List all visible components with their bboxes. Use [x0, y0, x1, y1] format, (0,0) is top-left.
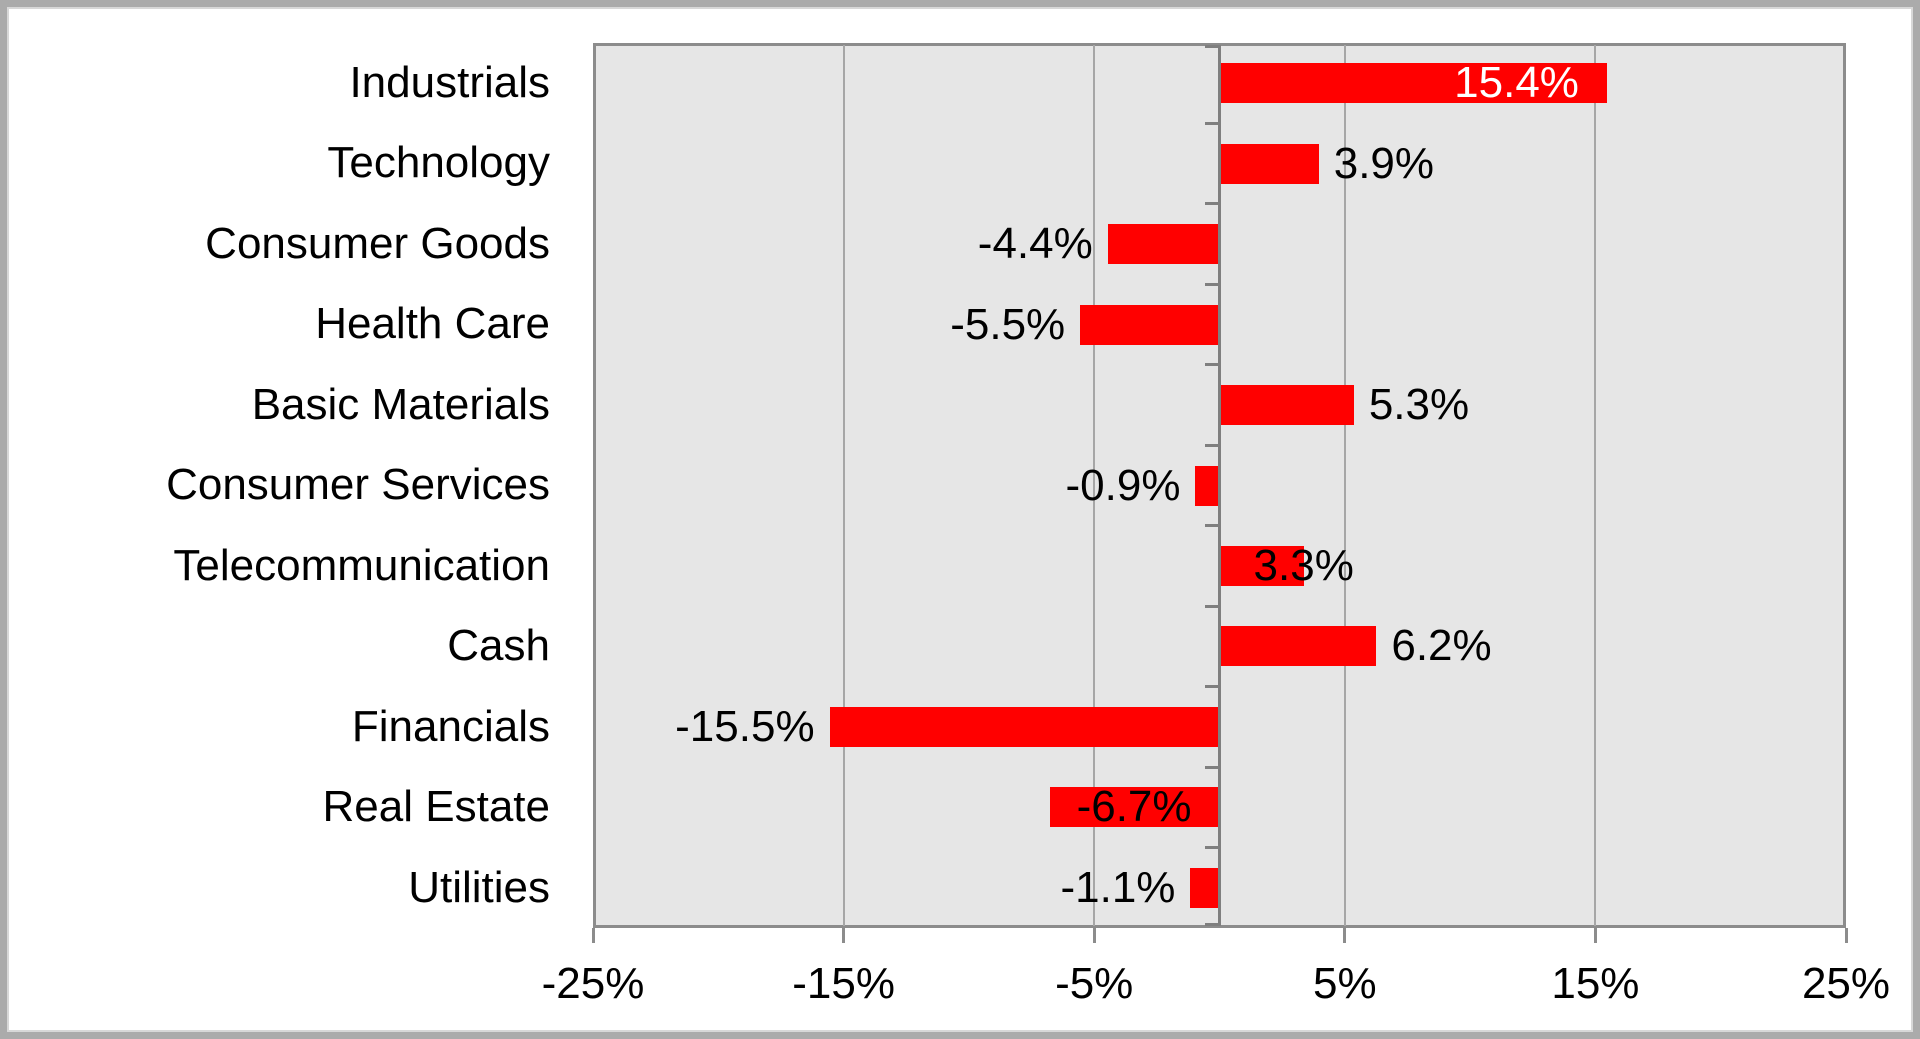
bar-real-estate	[1050, 787, 1218, 828]
bar-technology	[1221, 143, 1319, 184]
category-label-technology: Technology	[327, 138, 550, 188]
category-axis-tick	[1205, 604, 1218, 608]
bar-cash	[1221, 626, 1377, 667]
category-axis-tick	[1205, 524, 1218, 528]
data-label-financials: -15.5%	[675, 701, 815, 751]
bar-industrials	[1221, 63, 1607, 104]
category-axis-tick	[1205, 765, 1218, 769]
x-tick-label--5: -5%	[1055, 959, 1134, 1008]
gridline--5	[1093, 45, 1096, 926]
x-tick-label-5: 5%	[1313, 959, 1377, 1008]
category-axis-tick	[1205, 443, 1218, 447]
data-label-consumer-goods: -4.4%	[977, 219, 1093, 269]
x-tick-label-25: 25%	[1801, 959, 1891, 1008]
x-axis-tick--25	[591, 928, 595, 943]
category-axis-tick	[1205, 846, 1218, 850]
data-label-real-estate: -6.7%	[1076, 782, 1192, 832]
bar-consumer-goods	[1107, 224, 1218, 265]
category-label-industrials: Industrials	[349, 58, 550, 107]
category-label-health-care: Health Care	[315, 299, 550, 349]
gridline-5	[1343, 45, 1346, 926]
category-label-cash: Cash	[447, 621, 550, 671]
bar-health-care	[1080, 304, 1218, 345]
category-label-consumer-services: Consumer Services	[166, 460, 550, 510]
x-axis-tick-25	[1844, 928, 1848, 943]
bar-utilities	[1190, 867, 1218, 908]
x-axis-tick-15	[1593, 928, 1597, 943]
category-axis-tick	[1205, 363, 1218, 367]
category-label-financials: Financials	[351, 701, 550, 751]
data-label-telecommunication: 3.3%	[1253, 540, 1354, 590]
data-label-industrials: 15.4%	[1454, 58, 1579, 108]
category-label-telecommunication: Telecommunication	[173, 540, 550, 590]
zero-axis	[1218, 45, 1221, 926]
category-axis-tick	[1205, 685, 1218, 689]
data-label-utilities: -1.1%	[1060, 862, 1176, 912]
bar-basic-materials	[1221, 385, 1354, 426]
x-tick-label--25: -25%	[541, 959, 645, 1008]
category-label-basic-materials: Basic Materials	[251, 379, 550, 429]
gridline--15	[842, 45, 845, 926]
category-axis-tick	[1205, 282, 1218, 286]
category-label-real-estate: Real Estate	[322, 782, 550, 832]
data-label-cash: 6.2%	[1391, 621, 1492, 671]
bar-consumer-services	[1195, 465, 1218, 506]
data-label-technology: 3.9%	[1333, 138, 1435, 188]
category-axis-tick	[1205, 45, 1218, 48]
category-axis-tick	[1205, 923, 1218, 926]
gridline-15	[1594, 45, 1597, 926]
bar-telecommunication	[1221, 545, 1304, 586]
category-label-utilities: Utilities	[408, 862, 550, 912]
data-label-health-care: -5.5%	[950, 299, 1066, 349]
bar-financials	[829, 706, 1218, 747]
data-label-consumer-services: -0.9%	[1065, 460, 1181, 510]
x-tick-label--15: -15%	[792, 959, 895, 1008]
category-axis-tick	[1205, 202, 1218, 206]
x-tick-label-15: 15%	[1551, 959, 1640, 1008]
x-axis-tick--15	[842, 928, 846, 943]
x-axis-tick-5	[1343, 928, 1347, 943]
x-axis-tick--5	[1092, 928, 1096, 943]
category-axis-tick	[1205, 121, 1218, 125]
category-label-consumer-goods: Consumer Goods	[205, 218, 550, 268]
data-label-basic-materials: 5.3%	[1368, 380, 1470, 430]
